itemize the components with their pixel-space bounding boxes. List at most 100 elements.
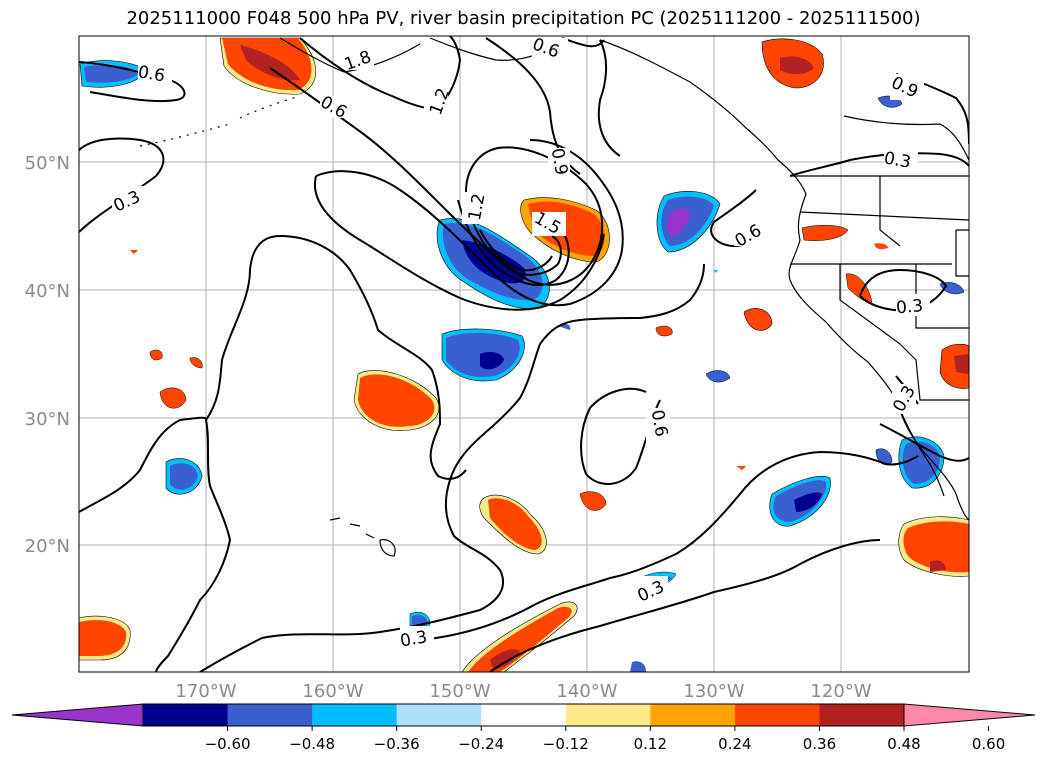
state-border-or-wa — [799, 211, 969, 221]
colorbar-ticks: −0.60 −0.48 −0.36 −0.24 −0.12 0.12 0.24 0.36 0.4… — [205, 726, 1005, 753]
state-border-mt — [955, 229, 969, 277]
colorbar-segments — [143, 704, 905, 726]
pv-contour-line — [419, 450, 919, 641]
contour-label: 0.6 — [647, 408, 671, 438]
precip-pos-region — [930, 560, 946, 572]
colorbar-tick-label: 0.36 — [803, 735, 836, 753]
precip-pos-region — [149, 349, 163, 361]
precip-neg-region — [794, 492, 822, 512]
contour-label-bg — [424, 86, 448, 120]
precip-pos-region — [79, 620, 127, 656]
contour-label-bg — [890, 74, 924, 100]
baja-coast — [897, 403, 945, 497]
hawaii-islands — [329, 517, 396, 557]
precip-neg-region — [462, 240, 526, 284]
lat-tick-label: 30°N — [25, 409, 70, 430]
pv-contour-line — [79, 61, 186, 103]
contour-label-bg — [112, 186, 146, 208]
colorbar-tick-label: −0.36 — [374, 735, 420, 753]
colorbar-segment — [312, 704, 398, 726]
contour-label-bg — [634, 576, 668, 600]
colorbar-segment — [734, 704, 820, 726]
contour-label: 1.2 — [465, 192, 489, 222]
colorbar-tick-label: −0.48 — [289, 735, 335, 753]
colorbar-frame — [142, 703, 905, 727]
contour-label: 0.9 — [547, 147, 571, 177]
lon-tick-label: 170°W — [175, 681, 236, 702]
contour-label-bg — [532, 38, 568, 60]
contour-label-bg — [734, 222, 768, 246]
precip-pos-region — [579, 491, 607, 511]
colorbar-tick-label: 0.60 — [972, 735, 1005, 753]
pv-contour-line — [457, 199, 570, 286]
state-border-nv-ut — [915, 264, 969, 329]
colorbar-segment — [819, 704, 905, 726]
contour-label-bg — [548, 148, 570, 182]
contour-label: 0.3 — [399, 627, 429, 651]
contour-label-bg — [532, 212, 566, 236]
colorbar-tick-label: −0.24 — [458, 735, 504, 753]
contour-label-bg — [462, 194, 484, 224]
lon-tick-label: 140°W — [556, 681, 617, 702]
colorbar-under-triangle — [11, 703, 144, 727]
lat-tick-labels: 50°N 40°N 30°N 20°N — [25, 153, 70, 557]
lat-tick-label: 20°N — [25, 536, 70, 557]
pv-contour-line — [269, 67, 604, 286]
colorbar-tick-label: −0.60 — [205, 735, 251, 753]
colorbar-segment — [650, 704, 736, 726]
contour-label-bg — [138, 64, 172, 84]
precip-neg-region — [480, 352, 504, 370]
precip-pos-region — [488, 498, 542, 550]
pv-contour-line — [879, 423, 969, 462]
contour-label-bg — [896, 294, 930, 316]
precip-pos-region — [874, 243, 888, 250]
pv-contour-line — [199, 263, 705, 672]
north-america-coast — [599, 39, 969, 521]
precip-pos-region — [240, 45, 300, 81]
precip-pos-region — [801, 225, 849, 241]
precip-pos-region — [845, 273, 873, 303]
map-title: 2025111000 F048 500 hPa PV, river basin … — [126, 8, 921, 29]
precip-neg-region — [713, 270, 718, 273]
state-border-id — [879, 176, 901, 247]
state-border-nv-ca — [839, 264, 901, 345]
precip-pos-region — [780, 56, 814, 75]
precip-pos-region — [743, 308, 773, 331]
colorbar-segment — [481, 704, 567, 726]
lon-tick-label: 150°W — [429, 681, 490, 702]
lon-tick-label: 120°W — [810, 681, 871, 702]
precip-neg-region — [630, 661, 646, 672]
precip-pos-region — [358, 374, 435, 427]
state-border-az — [899, 343, 969, 401]
lon-tick-label: 130°W — [683, 681, 744, 702]
map-frame — [78, 35, 970, 673]
precip-neg-region — [667, 208, 690, 237]
contour-label-bg — [884, 148, 918, 170]
contour-label-bg — [320, 96, 354, 118]
contour-labels: 0.6 1.8 0.6 0.6 1.2 0.3 0.9 1.2 1.5 0.6 … — [111, 36, 930, 652]
colorbar-tick-label: 0.12 — [634, 735, 667, 753]
contour-label: 0.3 — [895, 296, 924, 318]
colorbar-over-triangle — [903, 703, 1036, 727]
lon-tick-labels: 170°W 160°W 150°W 140°W 130°W 120°W — [175, 681, 871, 702]
precip-fill-layer — [79, 37, 969, 672]
canada-inner-border — [843, 115, 969, 161]
pv-contour-line — [79, 137, 165, 233]
colorbar-segment — [565, 704, 651, 726]
colorbar-segment — [143, 704, 229, 726]
pv-contour-line — [313, 175, 605, 311]
map-background — [79, 36, 969, 672]
precip-pos-region — [468, 606, 572, 672]
lat-tick-label: 40°N — [25, 281, 70, 302]
lon-tick-label: 160°W — [302, 681, 363, 702]
precip-pos-region — [736, 466, 746, 470]
contour-label: 0.6 — [136, 62, 166, 86]
pv-contours — [79, 36, 969, 672]
contour-label-bg — [400, 626, 434, 648]
contour-label-bg — [646, 408, 670, 442]
precip-pos-region — [954, 354, 969, 374]
colorbar-tick-label: 0.24 — [718, 735, 751, 753]
colorbar-segment — [396, 704, 482, 726]
pv-contour-line — [79, 416, 232, 672]
